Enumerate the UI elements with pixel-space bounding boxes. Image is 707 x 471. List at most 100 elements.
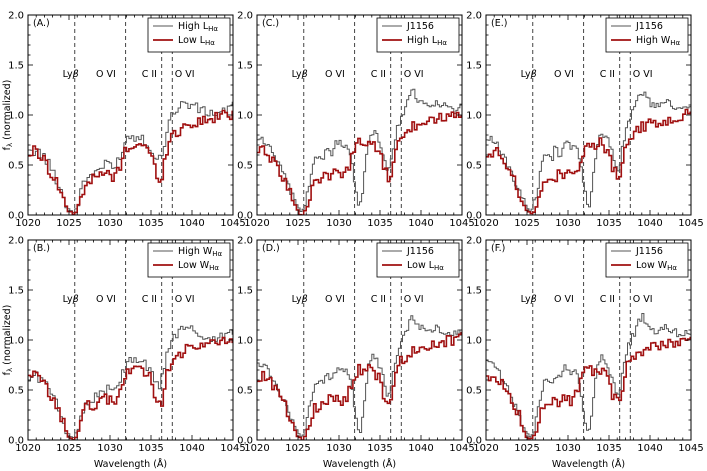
x-axis-label: Wavelength (Å): [552, 458, 625, 470]
x-tick-label: 1025: [56, 443, 81, 454]
x-axis-label: Wavelength (Å): [323, 458, 396, 470]
series-0-line: [257, 315, 462, 437]
y-tick-label: 1.0: [237, 111, 253, 122]
y-tick-label: 2.0: [466, 236, 482, 247]
legend-entry: High WHα: [178, 246, 223, 258]
x-tick-label: 1040: [408, 218, 433, 229]
x-tick-label: 1035: [367, 218, 392, 229]
y-tick-label: 2.0: [8, 11, 24, 22]
panel-label: (F.): [491, 243, 505, 254]
legend-entry: J1156: [406, 246, 434, 257]
series-1-line: [486, 108, 691, 215]
series-0-line: [486, 91, 691, 212]
x-tick-label: 1025: [56, 218, 81, 229]
legend-entry: High LHα: [407, 35, 447, 47]
y-tick-label: 1.5: [466, 61, 482, 72]
series-1-line: [257, 111, 462, 215]
series-0-line: [486, 313, 691, 438]
x-tick-label: 1040: [408, 443, 433, 454]
panel-label: (D.): [262, 243, 280, 254]
x-tick-label: 1035: [596, 443, 621, 454]
panel-f: Lyβ O VI C II O VI 1020 1025 1030 1035 1040 1045 0…: [466, 236, 704, 471]
y-tick-label: 1.5: [237, 286, 253, 297]
line-label-2: C II: [142, 69, 157, 80]
legend: J1156 Low WHα: [605, 242, 689, 278]
panel-d: Lyβ O VI C II O VI 1020 1025 1030 1035 1040 1045 0…: [237, 236, 475, 471]
y-tick-label: 1.5: [8, 61, 24, 72]
legend-entry: Low WHα: [636, 260, 677, 272]
series-0-line: [257, 88, 462, 212]
y-tick-label: 2.0: [8, 236, 24, 247]
x-tick-label: 1020: [473, 443, 498, 454]
x-tick-label: 1030: [326, 443, 351, 454]
line-label-3: O VI: [404, 294, 424, 305]
line-label-0: Lyβ: [521, 294, 537, 305]
line-label-1: O VI: [554, 294, 574, 305]
legend-entry: High WHα: [636, 35, 681, 47]
x-tick-label: 1045: [220, 443, 245, 454]
y-tick-label: 1.0: [8, 336, 24, 347]
x-tick-label: 1040: [179, 218, 204, 229]
x-tick-label: 1035: [367, 443, 392, 454]
x-tick-label: 1035: [596, 218, 621, 229]
x-tick-label: 1040: [179, 443, 204, 454]
y-tick-label: 0.0: [237, 436, 253, 447]
y-tick-label: 0.5: [237, 386, 253, 397]
y-tick-label: 0.0: [8, 436, 24, 447]
line-label-0: Lyβ: [521, 69, 537, 80]
y-tick-label: 1.0: [466, 336, 482, 347]
line-label-0: Lyβ: [63, 294, 79, 305]
x-tick-label: 1030: [97, 218, 122, 229]
panel-b: Lyβ O VI C II O VI 1020 1025 1030 1035 1040 1045 0…: [2, 236, 246, 471]
line-label-0: Lyβ: [63, 69, 79, 80]
x-tick-label: 1020: [15, 218, 40, 229]
x-tick-label: 1020: [244, 443, 269, 454]
legend: High WHα Low WHα: [147, 242, 231, 278]
x-tick-label: 1030: [555, 443, 580, 454]
line-label-3: O VI: [404, 69, 424, 80]
legend-entry: Low LHα: [178, 35, 215, 47]
y-tick-label: 0.5: [8, 161, 24, 172]
x-tick-label: 1025: [514, 443, 539, 454]
legend-entry: J1156: [635, 21, 663, 32]
y-tick-label: 0.0: [466, 436, 482, 447]
panel-label: (B.): [33, 243, 50, 254]
series-1-line: [28, 336, 233, 440]
panel-e: Lyβ O VI C II O VI 1020 1025 1030 1035 1040 1045 0…: [466, 11, 704, 230]
x-tick-label: 1025: [285, 218, 310, 229]
y-tick-label: 0.0: [237, 211, 253, 222]
line-label-0: Lyβ: [292, 69, 308, 80]
legend: J1156 High WHα: [605, 17, 689, 53]
panel-label: (C.): [262, 18, 279, 29]
panel-a: Lyβ O VI C II O VI 1020 1025 1030 1035 1040 1045 0…: [2, 11, 246, 230]
legend: High LHα Low LHα: [147, 17, 231, 53]
x-tick-label: 1040: [637, 218, 662, 229]
series-1-line: [28, 109, 233, 215]
x-tick-label: 1020: [15, 443, 40, 454]
line-label-2: C II: [600, 294, 615, 305]
line-label-3: O VI: [175, 294, 195, 305]
line-label-2: C II: [142, 294, 157, 305]
x-axis-label: Wavelength (Å): [94, 458, 167, 470]
line-label-3: O VI: [175, 69, 195, 80]
x-tick-label: 1025: [285, 443, 310, 454]
x-tick-label: 1045: [449, 443, 474, 454]
x-tick-label: 1025: [514, 218, 539, 229]
y-axis-label: fλ (normalized): [2, 80, 14, 151]
line-label-3: O VI: [633, 69, 653, 80]
y-tick-label: 1.0: [466, 111, 482, 122]
legend-entry: Low LHα: [407, 260, 444, 272]
x-tick-label: 1035: [138, 443, 163, 454]
x-tick-label: 1030: [326, 218, 351, 229]
panel-label: (E.): [491, 18, 507, 29]
x-tick-label: 1045: [678, 218, 703, 229]
line-label-2: C II: [600, 69, 615, 80]
x-tick-label: 1030: [555, 218, 580, 229]
y-tick-label: 1.0: [8, 111, 24, 122]
legend-entry: J1156: [635, 246, 663, 257]
panel-label: (A.): [33, 18, 50, 29]
legend-entry: J1156: [406, 21, 434, 32]
x-tick-label: 1030: [97, 443, 122, 454]
y-tick-label: 1.5: [466, 286, 482, 297]
y-tick-label: 1.0: [237, 336, 253, 347]
